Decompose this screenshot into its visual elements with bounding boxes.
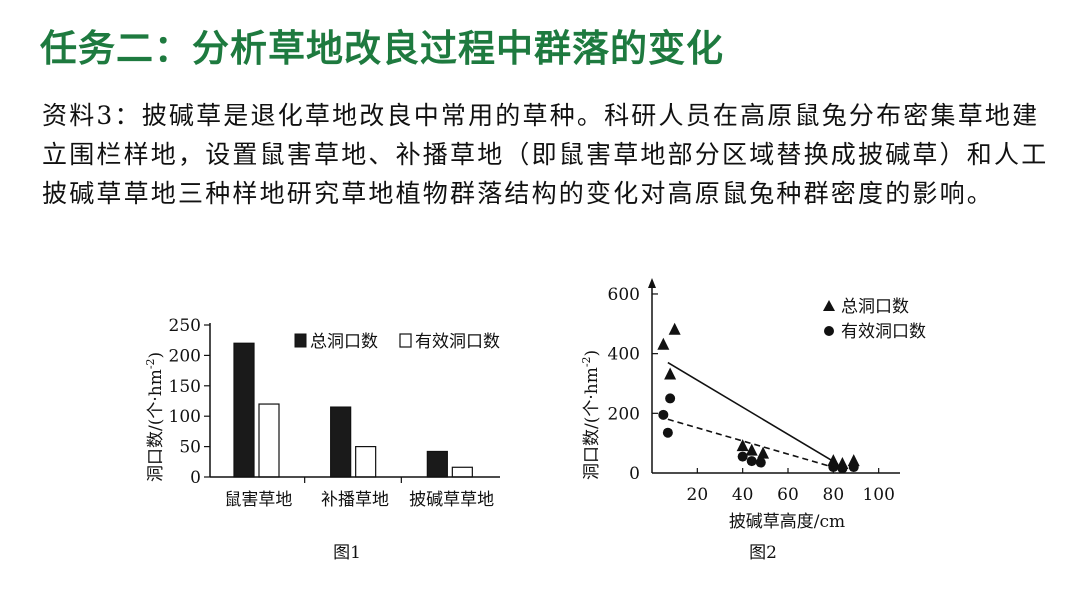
c1-bar-total <box>233 342 255 478</box>
c1-x-tick-label: 鼠害草地 <box>224 490 292 510</box>
c1-x-tick-label: 补播草地 <box>321 490 389 510</box>
c1-caption: 图1 <box>333 543 361 563</box>
c1-bar-effective <box>451 466 473 478</box>
c1-y-tick-label: 150 <box>169 377 201 397</box>
c1-y-tick-label: 200 <box>169 346 201 366</box>
c1-legend-label-effective: 有效洞口数 <box>415 332 500 352</box>
c1-legend: 总洞口数 有效洞口数 <box>294 332 500 352</box>
c1-y-tick-label: 100 <box>169 407 201 427</box>
c1-y-tick-label: 0 <box>190 468 201 488</box>
c1-bar-total <box>330 406 352 478</box>
c1-bar-effective <box>355 446 377 478</box>
c1-legend-swatch-effective <box>399 333 412 348</box>
c1-bar-effective <box>258 403 280 478</box>
c1-x-tick-label: 披碱草草地 <box>409 490 494 510</box>
c1-legend-label-total: 总洞口数 <box>310 332 378 352</box>
page-title: 任务二：分析草地改良过程中群落的变化 <box>40 27 724 70</box>
c1-bar-total <box>426 450 448 478</box>
c1-y-tick-label: 50 <box>179 438 201 458</box>
c1-y-axis-label: 洞口数/(个·hm-2) <box>144 352 166 482</box>
material-paragraph: 资料3：披碱草是退化草地改良中常用的草种。科研人员在高原鼠兔分布密集草地建立围栏… <box>42 101 1049 208</box>
c1-legend-swatch-total <box>294 333 307 348</box>
c1-y-tick-label: 250 <box>169 316 201 336</box>
